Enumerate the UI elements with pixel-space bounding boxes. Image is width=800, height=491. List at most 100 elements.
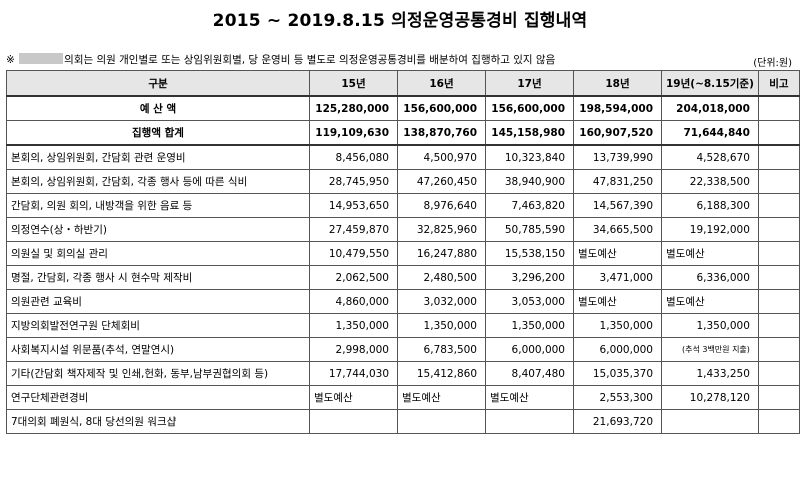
cell-remarks [757, 241, 800, 266]
cell-2017: 50,785,590 [485, 217, 574, 242]
table-row: 의정연수(상・하반기) 27,459,870 32,825,960 50,785… [6, 217, 800, 242]
row-label: 집행액 합계 [6, 120, 310, 146]
note-prefix: ※ [6, 54, 15, 66]
cell-2016: 8,976,640 [397, 193, 486, 218]
row-label: 의정연수(상・하반기) [6, 217, 310, 242]
cell-2015: 1,350,000 [309, 313, 398, 338]
table-row: 본회의, 상임위원회, 간담회, 각종 행사 등에 따른 식비 28,745,9… [6, 169, 800, 194]
row-label: 지방의회발전연구원 단체회비 [6, 313, 310, 338]
cell-2015: 17,744,030 [309, 361, 398, 386]
cell-2015: 14,953,650 [309, 193, 398, 218]
table-row: 의원실 및 회의실 관리 10,479,550 16,247,880 15,53… [6, 241, 800, 266]
row-label: 7대의회 폐원식, 8대 당선의원 워크샵 [6, 409, 310, 434]
cell-2016: 1,350,000 [397, 313, 486, 338]
cell-2016: 3,032,000 [397, 289, 486, 314]
cell-2015: 2,062,500 [309, 265, 398, 290]
cell-remarks [757, 120, 800, 146]
header-row: 구분 15년 16년 17년 18년 19년(~8.15기준) 비고 [6, 70, 800, 97]
cell-2018: 별도예산 [573, 289, 662, 314]
cell-2017: 3,053,000 [485, 289, 574, 314]
header-category: 구분 [6, 70, 310, 97]
cell-2015: 4,860,000 [309, 289, 398, 314]
header-2015: 15년 [309, 70, 398, 97]
table-row: 간담회, 의원 회의, 내방객을 위한 음료 등 14,953,650 8,97… [6, 193, 800, 218]
cell-2019: 별도예산 [661, 289, 759, 314]
cell-2016: 156,600,000 [397, 95, 486, 121]
redacted-text [19, 53, 64, 64]
cell-remarks [757, 313, 800, 338]
cell-2016: 15,412,860 [397, 361, 486, 386]
header-2016: 16년 [397, 70, 486, 97]
unit-label: (단위:원) [753, 58, 792, 69]
cell-2016: 16,247,880 [397, 241, 486, 266]
row-label: 명절, 간담회, 각종 행사 시 현수막 제작비 [6, 265, 310, 290]
cell-2019: 6,188,300 [661, 193, 759, 218]
cell-2016: 138,870,760 [397, 120, 486, 146]
cell-2019: 204,018,000 [661, 95, 759, 121]
cell-2018: 3,471,000 [573, 265, 662, 290]
cell-2015: 27,459,870 [309, 217, 398, 242]
cell-2016: 32,825,960 [397, 217, 486, 242]
header-2019: 19년(~8.15기준) [661, 70, 759, 97]
cell-2019: 6,336,000 [661, 265, 759, 290]
table-row: 본회의, 상임위원회, 간담회 관련 운영비 8,456,080 4,500,9… [6, 144, 800, 170]
cell-2018: 1,350,000 [573, 313, 662, 338]
cell-2015: 119,109,630 [309, 120, 398, 146]
cell-2015: 별도예산 [309, 385, 398, 410]
cell-2019: 별도예산 [661, 241, 759, 266]
row-label: 간담회, 의원 회의, 내방객을 위한 음료 등 [6, 193, 310, 218]
cell-2019: 22,338,500 [661, 169, 759, 194]
row-label: 본회의, 상임위원회, 간담회, 각종 행사 등에 따른 식비 [6, 169, 310, 194]
cell-remarks [757, 385, 800, 410]
cell-2016: 4,500,970 [397, 144, 486, 170]
cell-2018: 15,035,370 [573, 361, 662, 386]
cell-remarks [757, 217, 800, 242]
cell-2015: 10,479,550 [309, 241, 398, 266]
cell-2017: 156,600,000 [485, 95, 574, 121]
cell-2018: 2,553,300 [573, 385, 662, 410]
cell-2017: 3,296,200 [485, 265, 574, 290]
cell-2017: 145,158,980 [485, 120, 574, 146]
cell-2019: 1,433,250 [661, 361, 759, 386]
cell-2015: 28,745,950 [309, 169, 398, 194]
row-label: 본회의, 상임위원회, 간담회 관련 운영비 [6, 144, 310, 170]
cell-2018: 14,567,390 [573, 193, 662, 218]
cell-remarks [757, 144, 800, 170]
cell-2019: 19,192,000 [661, 217, 759, 242]
cell-2016: 별도예산 [397, 385, 486, 410]
expense-table: 구분 15년 16년 17년 18년 19년(~8.15기준) 비고 예 산 액… [6, 70, 800, 434]
cell-remarks [757, 409, 800, 434]
row-label: 의원실 및 회의실 관리 [6, 241, 310, 266]
cell-remarks [757, 193, 800, 218]
cell-2016: 47,260,450 [397, 169, 486, 194]
cell-2017: 10,323,840 [485, 144, 574, 170]
row-label: 연구단체관련경비 [6, 385, 310, 410]
cell-2017: 6,000,000 [485, 337, 574, 362]
cell-2017 [485, 409, 574, 434]
page-title: 2015 ~ 2019.8.15 의정운영공통경비 집행내역 [212, 11, 588, 31]
cell-remarks [757, 95, 800, 121]
cell-remarks [757, 361, 800, 386]
cell-2016: 6,783,500 [397, 337, 486, 362]
cell-remarks [757, 337, 800, 362]
cell-2017: 8,407,480 [485, 361, 574, 386]
cell-2018: 160,907,520 [573, 120, 662, 146]
note-text: 의회는 의원 개인별로 또는 상임위원회별, 당 운영비 등 별도로 의정운영공… [64, 54, 556, 66]
cell-2015: 125,280,000 [309, 95, 398, 121]
row-label: 의원관련 교육비 [6, 289, 310, 314]
cell-2019 [661, 409, 759, 434]
table-row: 연구단체관련경비 별도예산 별도예산 별도예산 2,553,300 10,278… [6, 385, 800, 410]
cell-2015 [309, 409, 398, 434]
cell-2017: 별도예산 [485, 385, 574, 410]
cell-2019: 1,350,000 [661, 313, 759, 338]
table-row-budget: 예 산 액 125,280,000 156,600,000 156,600,00… [6, 95, 800, 121]
table-row: 7대의회 폐원식, 8대 당선의원 워크샵 21,693,720 [6, 409, 800, 434]
cell-2017: 15,538,150 [485, 241, 574, 266]
cell-2018: 별도예산 [573, 241, 662, 266]
cell-remarks [757, 289, 800, 314]
table-row: 사회복지시설 위문품(추석, 연말연시) 2,998,000 6,783,500… [6, 337, 800, 362]
header-2017: 17년 [485, 70, 574, 97]
cell-2015: 2,998,000 [309, 337, 398, 362]
note: ※ 의회는 의원 개인별로 또는 상임위원회별, 당 운영비 등 별도로 의정운… [6, 52, 555, 67]
cell-2018: 198,594,000 [573, 95, 662, 121]
